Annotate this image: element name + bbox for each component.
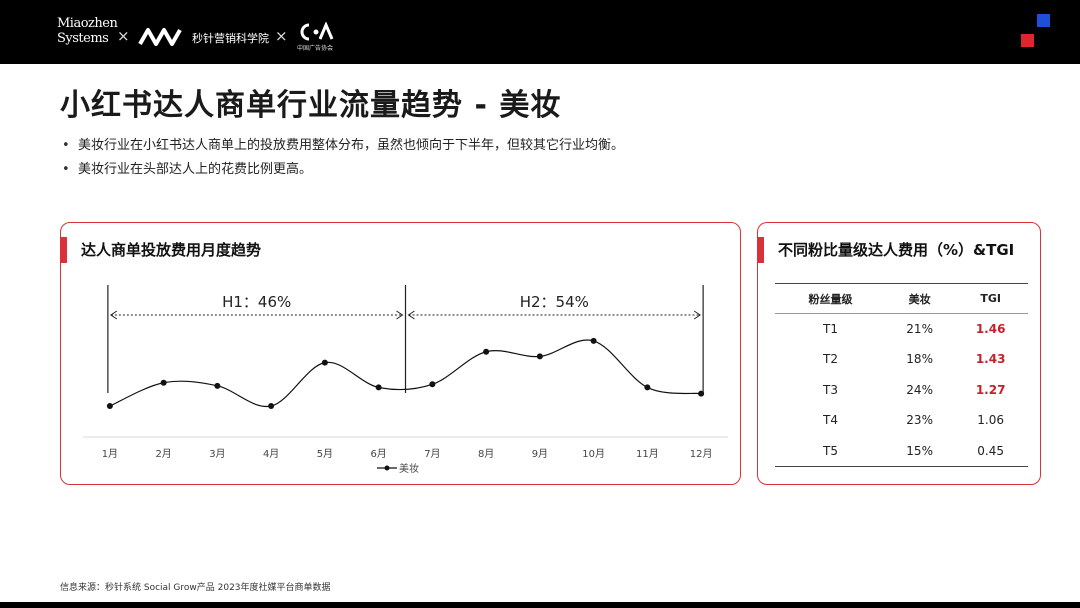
table-row: T3 24% 1.27 — [775, 375, 1028, 406]
table-row: T5 15% 0.45 — [775, 435, 1028, 467]
cma-subtitle: 中国广告协会 — [297, 45, 334, 52]
logo-line-2: Systems — [57, 31, 109, 46]
data-point — [268, 403, 275, 409]
share-cell: 24% — [906, 382, 933, 397]
data-point — [698, 390, 705, 397]
table-header-row: 粉丝量级 美妆 TGI — [775, 283, 1028, 314]
x-tick-label: 8月 — [478, 448, 494, 460]
share-cell: 23% — [906, 413, 933, 428]
data-point — [214, 382, 221, 389]
miaozhen-logo: Miaozhen Systems — [57, 16, 118, 46]
data-point — [375, 384, 382, 391]
x-tick-label: 11月 — [636, 448, 659, 460]
tier-cell: T1 — [823, 322, 838, 336]
x-tick-label: 4月 — [263, 448, 279, 460]
separator-x-icon: × — [117, 27, 130, 45]
cma-logo-icon — [300, 22, 334, 41]
annotation-arrow-left — [109, 310, 118, 320]
tier-cell: T2 — [823, 352, 838, 367]
corner-blue-square — [1037, 14, 1050, 27]
bullet-item: 美妆行业在头部达人上的花费比例更高。 — [62, 158, 624, 182]
annotation-arrow-right — [693, 310, 702, 320]
top-banner: Miaozhen Systems × 秒针营销科学院 × 中国广告协会 — [0, 0, 1080, 64]
x-tick-label: 1月 — [102, 448, 118, 460]
monthly-trend-heading: 达人商单投放费用月度趋势 — [61, 237, 261, 263]
data-point — [106, 403, 113, 409]
x-tick-label: 6月 — [370, 448, 386, 460]
data-source-note: 信息来源：秒针系统 Social Grow产品 2023年度社媒平台商单数据 — [60, 583, 331, 593]
share-cell: 18% — [906, 352, 933, 367]
tgi-cell: 0.45 — [953, 435, 1028, 467]
tgi-card: 不同粉比量级达人费用（%）&TGI 粉丝量级 美妆 TGI T1 21% 1.46 T… — [757, 222, 1041, 485]
tier-cell: T5 — [775, 435, 886, 467]
academy-name: 秒针营销科学院 — [192, 32, 269, 45]
bullet-list: 美妆行业在小红书达人商单上的投放费用整体分布，虽然也倾向于下半年，但较其它行业均… — [62, 134, 624, 182]
tgi-cell: 1.27 — [975, 382, 1006, 397]
data-point — [644, 384, 651, 391]
table-row: T2 18% 1.43 — [775, 344, 1028, 375]
x-tick-label: 3月 — [209, 448, 225, 460]
annotation-arrow-right — [396, 310, 404, 320]
data-point — [160, 379, 167, 386]
x-tick-label: 5月 — [317, 448, 333, 460]
table-row: T4 23% 1.06 — [775, 405, 1028, 436]
tgi-table: 粉丝量级 美妆 TGI T1 21% 1.46 T2 18% 1.43 T3 24% 1.27 T… — [775, 283, 1028, 467]
annotation-label: H2：54% — [520, 293, 589, 311]
x-tick-label: 10月 — [582, 448, 605, 460]
separator-x-icon: × — [275, 27, 288, 45]
data-point — [536, 353, 543, 360]
corner-red-square — [1021, 34, 1034, 47]
x-tick-label: 12月 — [690, 448, 713, 460]
legend-label: 美妆 — [399, 462, 419, 475]
tgi-cell: 1.46 — [975, 322, 1006, 336]
monthly-trend-chart: H1：46% H2：54% 1月 2月 3月 4月 5月 6月 7月 8月 9月 10月 11月 12月美… — [83, 285, 728, 475]
academy-mark-icon — [138, 28, 182, 46]
bullet-item: 美妆行业在小红书达人商单上的投放费用整体分布，虽然也倾向于下半年，但较其它行业均… — [62, 134, 624, 158]
tgi-cell: 1.06 — [977, 413, 1004, 428]
data-point — [483, 348, 490, 355]
column-header-share: 美妆 — [886, 283, 954, 314]
data-point — [321, 359, 328, 366]
logo-line-1: Miaozhen — [57, 16, 118, 31]
x-tick-label: 9月 — [532, 448, 548, 460]
page-title: 小红书达人商单行业流量趋势 - 美妆 — [60, 88, 562, 123]
monthly-trend-card: 达人商单投放费用月度趋势 H1：46% H2：54% 1月 2月 3月 4月 5月 6月 7月 8… — [60, 222, 741, 485]
tier-cell: T3 — [823, 382, 838, 397]
annotation-arrow-left — [407, 310, 415, 320]
column-header-tier: 粉丝量级 — [775, 283, 886, 314]
data-point — [590, 337, 597, 344]
share-cell: 21% — [906, 322, 933, 336]
bottom-bar — [0, 602, 1080, 608]
column-header-tgi: TGI — [953, 283, 1028, 314]
share-cell: 15% — [886, 435, 954, 467]
tgi-cell: 1.43 — [975, 352, 1006, 367]
x-tick-label: 7月 — [424, 448, 440, 460]
tier-cell: T4 — [823, 413, 838, 428]
table-row: T1 21% 1.46 — [775, 314, 1028, 345]
legend-marker — [384, 465, 390, 471]
x-tick-label: 2月 — [155, 448, 171, 460]
tgi-heading: 不同粉比量级达人费用（%）&TGI — [758, 237, 1014, 263]
annotation-label: H1：46% — [222, 293, 291, 311]
data-point — [429, 381, 436, 388]
